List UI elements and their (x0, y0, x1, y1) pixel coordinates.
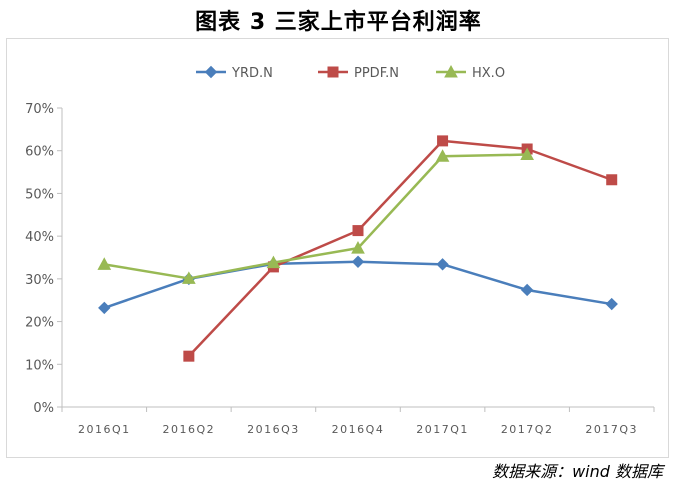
x-tick-label: 2016Q2 (163, 423, 216, 436)
data-point-hx-o (351, 241, 365, 254)
data-point-ppdf-n (437, 135, 449, 147)
data-point-ppdf-n (352, 225, 364, 237)
y-tick-label: 10% (25, 358, 54, 373)
x-tick-label: 2016Q3 (247, 423, 300, 436)
legend-label-hx-o: HX.O (472, 66, 505, 81)
data-point-yrd-n (98, 301, 111, 315)
x-tick-label: 2017Q2 (501, 423, 554, 436)
data-point-hx-o (266, 255, 281, 269)
legend-label-yrd-n: YRD.N (231, 66, 273, 81)
data-point-hx-o (182, 271, 196, 284)
data-point-hx-o (520, 147, 534, 161)
y-tick-label: 70% (25, 102, 54, 117)
data-point-hx-o (97, 257, 112, 270)
data-point-hx-o (435, 149, 450, 162)
y-tick-label: 30% (25, 273, 54, 288)
legend-label-ppdf-n: PPDF.N (354, 66, 399, 81)
series-line-hx-o (104, 153, 528, 280)
y-tick-label: 20% (25, 316, 54, 331)
chart-title: 图表 3 三家上市平台利润率 (195, 10, 482, 35)
data-point-ppdf-n (606, 174, 618, 186)
y-tick-label: 50% (25, 187, 54, 202)
data-point-ppdf-n (183, 350, 195, 362)
x-tick-label: 2017Q1 (416, 423, 469, 436)
x-tick-label: 2016Q4 (332, 423, 385, 436)
legend-marker-ppdf-n (327, 66, 339, 78)
series-line-ppdf-n (187, 139, 613, 358)
series-line-yrd-n (103, 260, 612, 310)
data-point-yrd-n (351, 255, 365, 268)
x-tick-label: 2017Q3 (585, 423, 638, 436)
y-tick-label: 40% (25, 230, 54, 245)
chart-frame (6, 38, 669, 458)
y-tick-label: 60% (25, 145, 54, 160)
data-point-yrd-n (436, 258, 449, 271)
data-point-yrd-n (605, 297, 618, 311)
legend-marker-yrd-n (204, 65, 218, 79)
source-note: 数据来源：wind 数据库 (492, 462, 663, 481)
legend-marker-hx-o (444, 64, 458, 78)
data-point-yrd-n (520, 283, 534, 297)
y-tick-label: 0% (33, 401, 54, 416)
x-tick-label: 2016Q1 (78, 423, 131, 436)
